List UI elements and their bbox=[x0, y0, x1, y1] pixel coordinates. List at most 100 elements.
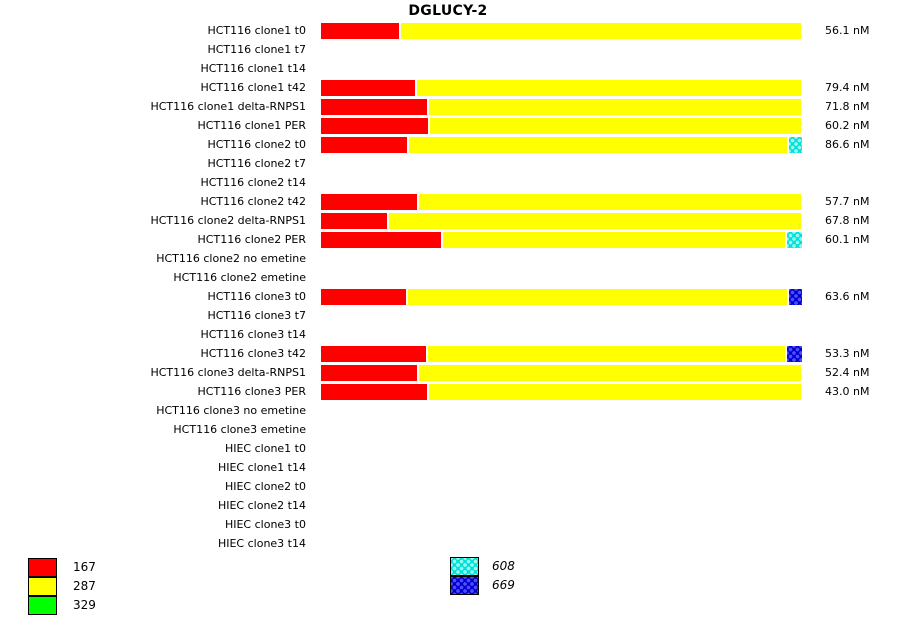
bar-track bbox=[321, 479, 801, 495]
category-label: HCT116 clone2 t7 bbox=[207, 157, 306, 170]
value-label: 60.1 nM bbox=[825, 233, 870, 246]
bar-track bbox=[321, 441, 801, 457]
bar-segment-287 bbox=[409, 136, 787, 153]
bar-segment-167 bbox=[321, 193, 417, 210]
value-label: 53.3 nM bbox=[825, 347, 870, 360]
category-label: HCT116 clone3 emetine bbox=[173, 423, 306, 436]
bar-segment-167 bbox=[321, 364, 417, 381]
chart-row: HCT116 clone2 t7 bbox=[0, 154, 869, 173]
chart-row: HIEC clone3 t14 bbox=[0, 534, 869, 553]
legend-label-669: 669 bbox=[492, 578, 515, 592]
category-label: HCT116 clone2 delta-RNPS1 bbox=[150, 214, 306, 227]
category-label: HCT116 clone3 t0 bbox=[207, 290, 306, 303]
bar-segment-287 bbox=[443, 231, 785, 248]
legend-item-608: 608 bbox=[450, 557, 515, 576]
bar-segment-287 bbox=[429, 98, 801, 115]
category-label: HCT116 clone1 t14 bbox=[200, 62, 306, 75]
legend-right-column: 608 669 bbox=[450, 557, 515, 595]
bar-track bbox=[321, 22, 801, 39]
chart-row: HCT116 clone2 t14 bbox=[0, 173, 869, 192]
legend-swatch-608 bbox=[450, 557, 479, 576]
bar-track bbox=[321, 460, 801, 476]
value-label: 56.1 nM bbox=[825, 24, 870, 37]
bar-track bbox=[321, 61, 801, 77]
chart-title: DGLUCY-2 bbox=[408, 3, 488, 19]
legend-label-287: 287 bbox=[73, 579, 96, 593]
chart-row: HCT116 clone2 emetine bbox=[0, 268, 869, 287]
category-label: HIEC clone3 t0 bbox=[224, 518, 306, 531]
bar-track bbox=[321, 288, 802, 305]
bar-segment-167 bbox=[321, 22, 399, 39]
category-label: HCT116 clone2 PER bbox=[197, 233, 306, 246]
category-label: HCT116 clone3 PER bbox=[197, 385, 306, 398]
category-label: HIEC clone1 t14 bbox=[217, 461, 306, 474]
bar-track bbox=[321, 42, 801, 58]
category-label: HCT116 clone2 t14 bbox=[200, 176, 306, 189]
category-label: HCT116 clone1 t42 bbox=[200, 81, 306, 94]
chart-row: HCT116 clone3 t7 bbox=[0, 306, 869, 325]
chart-row: HCT116 clone2 t42 57.7 nM bbox=[0, 192, 869, 211]
category-label: HCT116 clone2 emetine bbox=[173, 271, 306, 284]
value-label: 71.8 nM bbox=[825, 100, 870, 113]
value-label: 67.8 nM bbox=[825, 214, 870, 227]
chart-row: HCT116 clone3 PER 43.0 nM bbox=[0, 382, 869, 401]
bar-segment-167 bbox=[321, 345, 426, 362]
bar-segment-608 bbox=[787, 231, 802, 248]
bar-track bbox=[321, 536, 801, 552]
chart-row: HCT116 clone3 delta-RNPS1 52.4 nM bbox=[0, 363, 869, 382]
chart-row: HCT116 clone3 t42 53.3 nM bbox=[0, 344, 869, 363]
bar-track bbox=[321, 517, 801, 533]
value-label: 43.0 nM bbox=[825, 385, 870, 398]
bar-segment-287 bbox=[430, 117, 801, 134]
chart-row: HCT116 clone2 no emetine bbox=[0, 249, 869, 268]
bar-segment-287 bbox=[419, 364, 801, 381]
value-label: 57.7 nM bbox=[825, 195, 870, 208]
category-label: HCT116 clone1 delta-RNPS1 bbox=[150, 100, 306, 113]
bar-segment-287 bbox=[408, 288, 787, 305]
category-label: HCT116 clone1 t7 bbox=[207, 43, 306, 56]
legend-item-669: 669 bbox=[450, 575, 515, 595]
category-label: HCT116 clone2 t42 bbox=[200, 195, 306, 208]
chart-row: HIEC clone1 t14 bbox=[0, 458, 869, 477]
bar-track bbox=[321, 345, 802, 362]
category-label: HIEC clone3 t14 bbox=[217, 537, 306, 550]
bar-segment-167 bbox=[321, 288, 406, 305]
bar-track bbox=[321, 498, 801, 514]
chart-row: HIEC clone3 t0 bbox=[0, 515, 869, 534]
bar-track bbox=[321, 231, 802, 248]
bar-track bbox=[321, 422, 801, 438]
bar-segment-287 bbox=[428, 345, 785, 362]
bar-rows-container: HCT116 clone1 t0 56.1 nM HCT116 clone1 t7 H… bbox=[0, 21, 869, 553]
category-label: HCT116 clone2 no emetine bbox=[156, 252, 306, 265]
bar-segment-167 bbox=[321, 79, 415, 96]
chart-row: HCT116 clone3 t14 bbox=[0, 325, 869, 344]
legend-swatch-167 bbox=[28, 558, 57, 577]
bar-segment-167 bbox=[321, 136, 407, 153]
chart-row: HIEC clone2 t14 bbox=[0, 496, 869, 515]
value-label: 63.6 nM bbox=[825, 290, 870, 303]
chart-row: HCT116 clone3 emetine bbox=[0, 420, 869, 439]
legend-label-167: 167 bbox=[73, 560, 96, 574]
category-label: HCT116 clone3 no emetine bbox=[156, 404, 306, 417]
bar-segment-167 bbox=[321, 383, 427, 400]
category-label: HIEC clone2 t0 bbox=[224, 480, 306, 493]
legend-swatch-669 bbox=[450, 575, 479, 595]
bar-track bbox=[321, 364, 801, 381]
bar-track bbox=[321, 327, 801, 343]
legend-swatch-329 bbox=[28, 595, 57, 615]
value-label: 60.2 nM bbox=[825, 119, 870, 132]
bar-track bbox=[321, 156, 801, 172]
chart-row: HCT116 clone1 t42 79.4 nM bbox=[0, 78, 869, 97]
chart-row: HCT116 clone1 PER 60.2 nM bbox=[0, 116, 869, 135]
category-label: HCT116 clone1 PER bbox=[197, 119, 306, 132]
bar-segment-287 bbox=[429, 383, 801, 400]
chart-row: HIEC clone2 t0 bbox=[0, 477, 869, 496]
bar-track bbox=[321, 136, 802, 153]
chart-row: HCT116 clone1 t0 56.1 nM bbox=[0, 21, 869, 40]
bar-segment-287 bbox=[401, 22, 801, 39]
value-label: 79.4 nM bbox=[825, 81, 870, 94]
bar-track bbox=[321, 251, 801, 267]
bar-track bbox=[321, 79, 801, 96]
legend-label-608: 608 bbox=[492, 559, 515, 573]
